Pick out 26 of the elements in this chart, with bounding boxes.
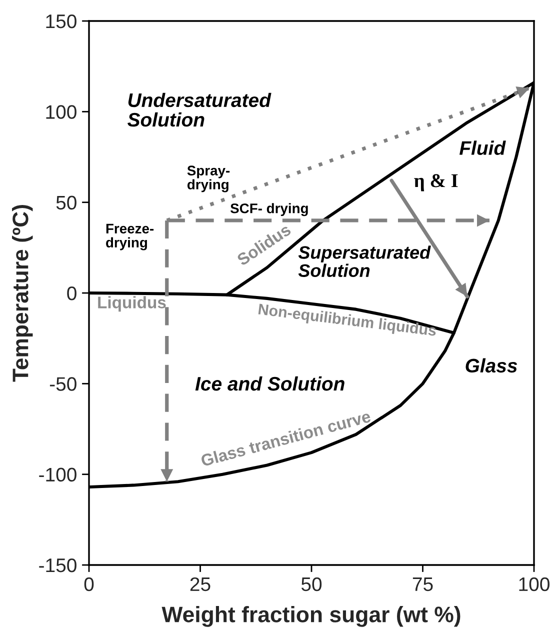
y-tick-label: 0: [67, 286, 76, 300]
annotation: Non-equilibrium liquidus: [258, 303, 437, 340]
annotation: Freeze- drying: [106, 224, 154, 250]
annotation: Glass: [466, 358, 518, 373]
x-axis-title: Weight fraction sugar (wt %): [162, 606, 460, 627]
x-tick-label: 25: [190, 577, 210, 592]
x-tick-label: 0: [84, 577, 94, 592]
annotation: Spray- drying: [187, 166, 230, 192]
y-tick-label: -150: [39, 558, 76, 572]
x-tick-label: 100: [519, 577, 550, 592]
annotation: Ice and Solution: [195, 376, 344, 391]
annotation: Undersaturated Solution: [128, 92, 272, 127]
y-tick-label: 150: [46, 14, 76, 28]
x-tick-label: 75: [412, 578, 433, 592]
y-tick-label: -100: [39, 468, 76, 482]
annotation: Fluid: [460, 140, 506, 155]
y-axis-title: Temperature (ºC): [12, 205, 33, 382]
annotation: Glass transition curve: [200, 410, 372, 467]
y-tick-label: 50: [56, 196, 76, 210]
y-tick-label: 100: [46, 105, 76, 119]
annotation: η & I: [414, 174, 458, 192]
annotation: Liquidus: [98, 296, 166, 312]
annotation: Supersaturated Solution: [298, 246, 431, 277]
y-tick-label: -50: [50, 377, 76, 391]
annotation: SCF- drying: [230, 203, 308, 216]
x-tick-label: 50: [301, 577, 322, 592]
